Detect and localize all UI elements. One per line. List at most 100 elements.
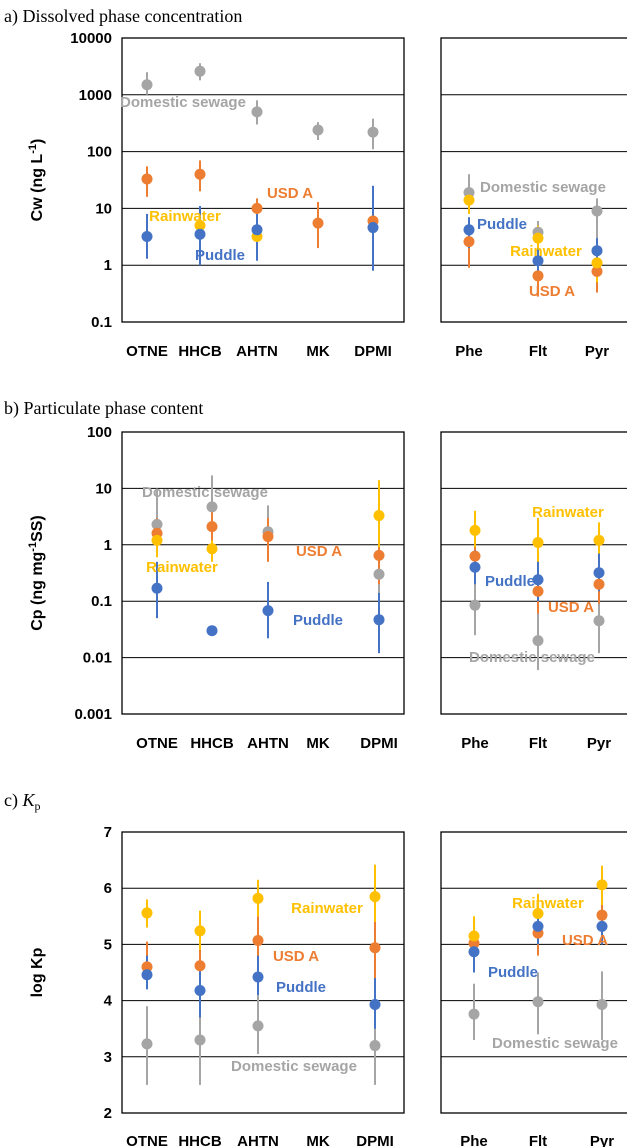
category-label-otne: OTNE — [126, 1133, 168, 1147]
category-label-flt: Flt — [529, 1133, 547, 1147]
data-point-usd-a — [194, 168, 206, 180]
panel-b-ylabel: Cp (ng mg-1SS) — [27, 515, 46, 631]
panel-b-ytick: 1 — [104, 537, 112, 554]
data-point-rainwater — [591, 257, 603, 269]
data-point-rainwater — [206, 543, 218, 555]
data-point-domestic-sewage — [151, 518, 163, 530]
data-point-rainwater — [532, 232, 544, 244]
data-point-domestic-sewage — [532, 996, 544, 1008]
data-point-domestic-sewage — [593, 615, 605, 627]
data-point-domestic-sewage — [532, 635, 544, 647]
category-label-mk: MK — [306, 735, 329, 752]
data-point-usd-a — [206, 521, 218, 533]
data-point-rainwater — [532, 536, 544, 548]
data-point-usd-a — [532, 270, 544, 282]
panel-a-ylabel-part: ) — [29, 139, 46, 144]
data-point-puddle — [194, 228, 206, 240]
panel-b-ytick: 0.01 — [83, 650, 112, 667]
data-point-rainwater — [468, 930, 480, 942]
data-point-domestic-sewage — [369, 1040, 381, 1052]
panel-c-group-2: Phe Flt Pyr Rainwater USD A Puddle Domestic se… — [440, 831, 627, 1147]
data-point-puddle — [141, 969, 153, 981]
panel-b-ytick: 0.1 — [91, 593, 112, 610]
panel-b-group-2: Phe Flt Pyr Rainwater Puddle USD A Domestic se… — [440, 431, 627, 752]
panel-a-ylabel-part: Cw (ng L — [29, 154, 46, 222]
data-point-rainwater — [194, 925, 206, 937]
series-label-domestic-sewage: Domestic sewage — [231, 1058, 357, 1075]
panel-a-ytick: 1000 — [79, 87, 112, 104]
panel-b-ylabel-part: Cp (ng mg — [29, 552, 46, 631]
panel-b-ytick: 100 — [87, 424, 112, 441]
data-point-usd-a — [469, 550, 481, 562]
series-label-puddle: Puddle — [276, 979, 326, 996]
plot-frame — [121, 831, 405, 1114]
category-label-ahtn: AHTN — [236, 343, 278, 360]
panel-a-ytick: 1 — [104, 257, 112, 274]
data-point-rainwater — [593, 534, 605, 546]
series-label-domestic-sewage: Domestic sewage — [480, 179, 606, 196]
panel-c-ytick: 5 — [104, 936, 112, 953]
data-point-domestic-sewage — [141, 1038, 153, 1050]
series-label-domestic-sewage: Domestic sewage — [120, 94, 246, 111]
plot-frame — [440, 831, 627, 1114]
data-point-puddle — [469, 561, 481, 573]
plot-frame — [440, 431, 627, 715]
category-label-ahtn: AHTN — [237, 1133, 279, 1147]
panel-b-ytick: 10 — [95, 480, 112, 497]
panel-c-ytick: 3 — [104, 1049, 112, 1066]
data-point-puddle — [369, 999, 381, 1011]
category-label-dpmi: DPMI — [356, 1133, 394, 1147]
category-label-flt: Flt — [529, 735, 547, 752]
category-label-phe: Phe — [460, 1133, 488, 1147]
category-label-ahtn: AHTN — [247, 735, 289, 752]
data-point-usd-a — [141, 173, 153, 185]
data-point-usd-a — [532, 585, 544, 597]
panel-b-ylabel-part: SS) — [29, 515, 46, 542]
data-point-puddle — [593, 567, 605, 579]
category-label-otne: OTNE — [136, 735, 178, 752]
category-label-pyr: Pyr — [590, 1133, 614, 1147]
series-label-domestic-sewage: Domestic sewage — [469, 649, 595, 666]
data-point-domestic-sewage — [591, 205, 603, 217]
series-label-puddle: Puddle — [195, 247, 245, 264]
data-point-rainwater — [194, 219, 206, 231]
panel-c-title: c) Kp — [4, 790, 41, 813]
data-point-puddle — [468, 946, 480, 958]
panel-a-ytick: 10 — [95, 200, 112, 217]
series-label-rainwater: Rainwater — [510, 243, 582, 260]
panel-c-title-part: K — [21, 790, 35, 810]
series-label-rainwater: Rainwater — [146, 559, 218, 576]
panel-a-group-1: OTNE HHCB AHTN MK DPMI Domestic sewage Rainwat… — [120, 37, 405, 360]
plot-frame — [440, 37, 627, 323]
category-label-pyr: Pyr — [587, 735, 611, 752]
plot-frame — [121, 431, 405, 715]
panel-a-ytick: 0.1 — [91, 314, 112, 331]
panel-c-ylabel: log Kp — [29, 947, 46, 997]
series-label-usd-a: USD A — [267, 185, 313, 202]
series-label-usd-a: USD A — [548, 599, 594, 616]
series-label-usd-a: USD A — [529, 283, 575, 300]
data-point-domestic-sewage — [596, 999, 608, 1011]
data-point-domestic-sewage — [312, 124, 324, 136]
series-label-puddle: Puddle — [488, 964, 538, 981]
panel-c-title-part: c) — [4, 790, 22, 811]
data-point-puddle — [251, 224, 263, 236]
category-label-hhcb: HHCB — [190, 735, 233, 752]
data-point-usd-a — [194, 960, 206, 972]
category-label-hhcb: HHCB — [178, 343, 221, 360]
data-point-puddle — [591, 245, 603, 257]
series-label-usd-a: USD A — [562, 932, 608, 949]
data-point-puddle — [206, 625, 218, 637]
data-point-rainwater — [463, 194, 475, 206]
panel-a-group-2: Phe Flt Pyr Domestic sewage Puddle Rainwater U… — [440, 37, 627, 360]
data-point-domestic-sewage — [468, 1008, 480, 1020]
data-point-rainwater — [369, 891, 381, 903]
data-point-rainwater — [469, 524, 481, 536]
series-label-rainwater: Rainwater — [291, 900, 363, 917]
panel-b-group-1: OTNE HHCB AHTN MK DPMI Domestic sewage USD A Ra… — [121, 431, 405, 752]
series-label-usd-a: USD A — [273, 948, 319, 965]
panel-c-ytick: 6 — [104, 880, 112, 897]
data-point-domestic-sewage — [463, 187, 475, 199]
chart-panel-b: b) Particulate phase content Cp (ng mg-1S… — [4, 398, 627, 752]
series-label-domestic-sewage: Domestic sewage — [492, 1035, 618, 1052]
